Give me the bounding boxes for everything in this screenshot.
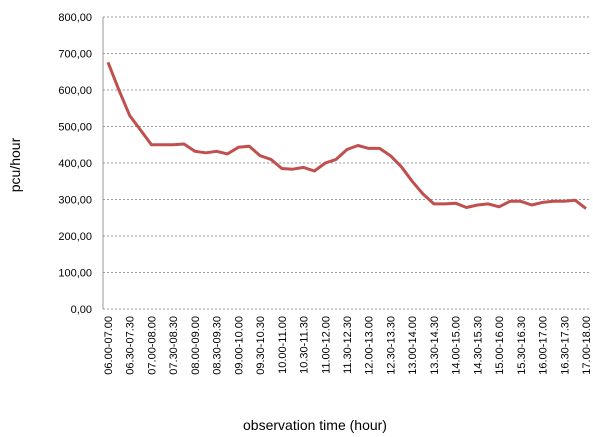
x-tick-label: 06.00-07.00 <box>103 316 115 375</box>
data-line <box>106 61 587 210</box>
y-tick-label: 100,00 <box>58 268 92 280</box>
x-tick-label: 12.00-13.00 <box>364 316 376 375</box>
x-tick-label: 12.30-13.30 <box>385 316 397 375</box>
x-tick-label: 13.00-14.00 <box>407 316 419 375</box>
x-tick-label: 14.30-15.30 <box>472 316 484 375</box>
x-tick-label: 10.00-11.00 <box>277 316 289 374</box>
y-tick-label: 700,00 <box>58 49 92 61</box>
y-tick-label: 0,00 <box>71 304 92 316</box>
y-tick-label: 600,00 <box>58 85 92 97</box>
x-tick-label: 08.30-09.30 <box>212 316 224 375</box>
y-tick-label: 300,00 <box>58 195 92 207</box>
x-tick-label: 11.00-12.00 <box>320 316 332 374</box>
x-tick-label: 17.00-18.00 <box>581 316 593 375</box>
y-axis-title: pcu/hour <box>7 137 23 192</box>
y-tick-label: 500,00 <box>58 122 92 134</box>
y-tick-label: 400,00 <box>58 158 92 170</box>
x-tick-label: 16.00-17.00 <box>538 316 550 375</box>
x-tick-label: 14.00-15.00 <box>451 316 463 375</box>
x-axis-title: observation time (hour) <box>243 417 387 433</box>
x-tick-label: 11.30-12.30 <box>342 316 354 374</box>
x-tick-label: 15.00-16.00 <box>494 316 506 375</box>
x-tick-label: 16.30-17.30 <box>559 316 571 375</box>
x-tick-label: 09.30-10.30 <box>255 316 267 375</box>
x-tick-label: 15.30-16.30 <box>516 316 528 375</box>
x-tick-label: 13.30-14.30 <box>429 316 441 375</box>
x-tick-label: 10.30-11.30 <box>299 316 311 374</box>
y-tick-label: 200,00 <box>58 231 92 243</box>
x-tick-label: 07.00-08.00 <box>146 316 158 375</box>
x-tick-label: 07.30-08.30 <box>168 316 180 375</box>
y-tick-label: 800,00 <box>58 12 92 24</box>
x-tick-label: 06.30-07.30 <box>125 316 137 375</box>
x-tick-label: 09.00-10.00 <box>233 316 245 375</box>
x-tick-label: 08.00-09.00 <box>190 316 202 375</box>
